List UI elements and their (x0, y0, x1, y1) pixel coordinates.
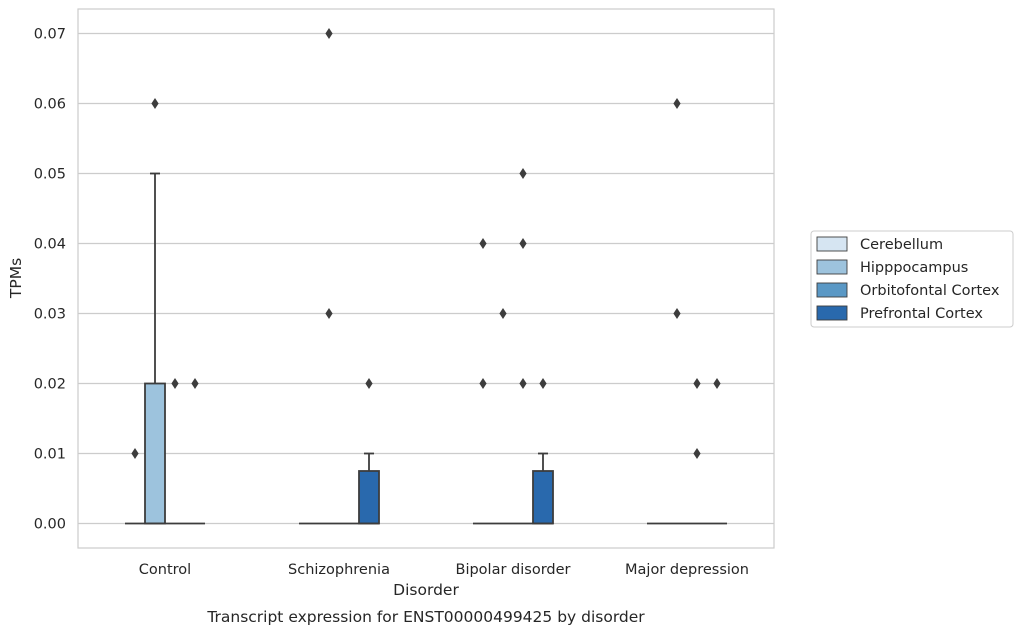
box-group (144, 98, 166, 525)
outlier-point (539, 378, 547, 389)
x-axis-title: Disorder (393, 581, 459, 599)
box-group (513, 168, 533, 525)
outlier-point (499, 308, 507, 319)
box-group (125, 448, 145, 525)
outlier-point (151, 98, 159, 109)
outlier-point (479, 238, 487, 249)
legend-label: Orbitofontal Cortex (860, 283, 1000, 299)
y-tick-label: 0.05 (34, 167, 66, 183)
outlier-point (325, 308, 333, 319)
x-axis: Control Schizophrenia Bipolar disorder Majo… (139, 562, 749, 578)
outlier-point (519, 168, 527, 179)
box-group (165, 378, 185, 525)
box (144, 382, 166, 525)
y-tick-label: 0.03 (34, 307, 66, 323)
legend-swatch (816, 259, 848, 275)
box (358, 470, 380, 525)
box-group (532, 378, 554, 525)
legend-label: Prefrontal Cortex (860, 306, 983, 322)
legend-swatch (816, 282, 848, 298)
box-group (319, 28, 339, 525)
box-group (358, 378, 380, 525)
box-plot-series (125, 28, 727, 525)
legend-label: Cerebellum (860, 237, 943, 253)
box-group (185, 378, 205, 525)
outlier-point (693, 448, 701, 459)
outlier-point (325, 28, 333, 39)
plot-background (78, 9, 774, 548)
box-group (493, 308, 513, 525)
outlier-point (171, 378, 179, 389)
outlier-point (365, 378, 373, 389)
legend-label: Hipppocampus (860, 260, 968, 276)
y-tick-label: 0.01 (34, 447, 66, 463)
box-group (707, 378, 727, 525)
y-axis-title: TPMs (7, 258, 25, 299)
outlier-point (519, 378, 527, 389)
box-group (687, 378, 707, 525)
outlier-point (673, 98, 681, 109)
y-tick-label: 0.00 (34, 517, 66, 533)
legend-frame (810, 230, 1014, 328)
y-axis: 0.00 0.01 0.02 0.03 0.04 0.05 0.06 0.07 (34, 27, 66, 533)
y-tick-label: 0.02 (34, 377, 66, 393)
outlier-point (713, 378, 721, 389)
plot-frame (77, 8, 775, 549)
legend-swatch (816, 236, 848, 252)
legend: Cerebellum Hipppocampus Orbitofontal Corte… (810, 230, 1014, 328)
y-tick-label: 0.07 (34, 27, 66, 43)
chart-title: Transcript expression for ENST0000049942… (206, 608, 645, 626)
y-tick-label: 0.04 (34, 237, 66, 253)
y-tick-label: 0.06 (34, 97, 66, 113)
outlier-point (131, 448, 139, 459)
legend-swatch (816, 305, 848, 321)
x-tick-label: Major depression (625, 562, 749, 578)
box (532, 470, 554, 525)
box-group (473, 238, 493, 525)
outlier-point (519, 238, 527, 249)
box-group (667, 98, 687, 525)
outlier-point (673, 308, 681, 319)
x-tick-label: Control (139, 562, 191, 578)
x-tick-label: Bipolar disorder (456, 562, 571, 578)
outlier-point (191, 378, 199, 389)
outlier-point (693, 378, 701, 389)
outlier-point (479, 378, 487, 389)
x-tick-label: Schizophrenia (288, 562, 390, 578)
